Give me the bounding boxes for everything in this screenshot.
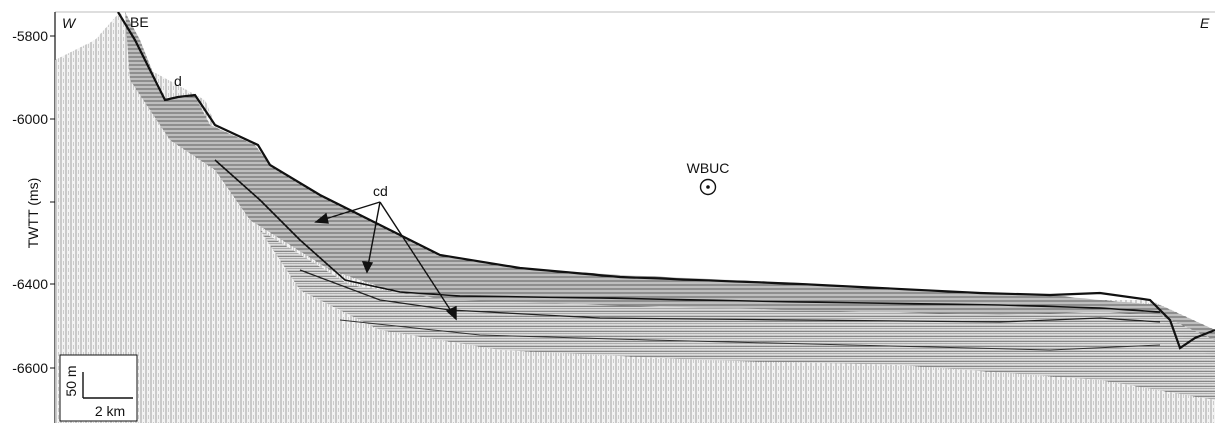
y-tick-label: -6600 [12, 360, 48, 376]
seismic-section [55, 12, 1215, 423]
y-axis-label: TWTT (ms) [25, 178, 41, 249]
scale-bar-box [59, 354, 138, 422]
scale-bar-horizontal-label: 2 km [95, 403, 125, 419]
y-axis-ticks [50, 35, 55, 369]
current-dot [706, 185, 710, 189]
scale-bar: 50 m 2 km [59, 354, 138, 422]
arrowhead-icon [361, 261, 374, 274]
scale-bar-vertical-label: 50 m [63, 365, 79, 396]
reflector-2 [299, 269, 1161, 323]
y-tick-label: -6000 [12, 111, 48, 127]
cd-arrow-2 [367, 201, 381, 267]
seafloor-reflector [117, 12, 1215, 350]
wbuc-label: WBUC [687, 160, 730, 176]
d-label: d [174, 73, 182, 89]
cd-arrow-3 [379, 201, 454, 315]
stratified-unit [260, 230, 1215, 400]
y-tick-label: -5800 [12, 28, 48, 44]
arrowhead-icon [445, 305, 457, 321]
cd-arrow-1 [321, 201, 381, 221]
reflector-3 [339, 319, 1161, 351]
cd-arrows [314, 201, 457, 321]
y-tick-label: -6400 [12, 276, 48, 292]
cd-label: cd [373, 183, 388, 199]
reflector-1 [214, 159, 1161, 313]
east-direction-label: E [1200, 15, 1210, 31]
west-direction-label: W [62, 15, 77, 31]
slope-sediment [125, 12, 1215, 360]
be-label: BE [130, 14, 149, 30]
current-out-of-page-icon [699, 178, 717, 196]
arrowhead-icon [314, 212, 329, 224]
